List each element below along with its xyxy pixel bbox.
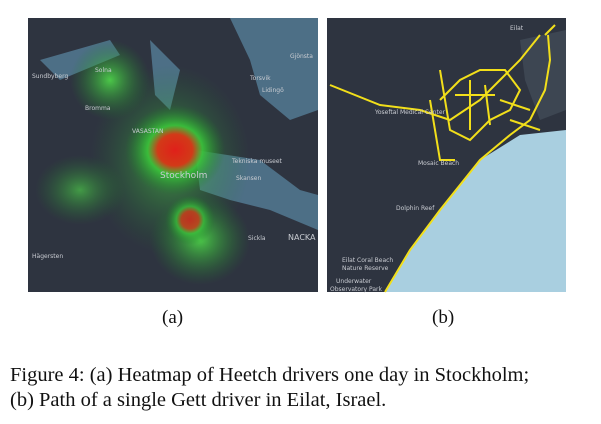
map-label: Nature Reserve <box>342 265 389 272</box>
caption-line: (b) Path of a single Gett driver in Eila… <box>10 389 387 411</box>
map-label: Yoseftal Medical Center <box>374 109 446 116</box>
map-label: Underwater <box>336 278 372 285</box>
map-label: NACKA <box>288 233 316 242</box>
map-label: Mosaic Beach <box>418 160 459 167</box>
map-label: Torsvik <box>249 75 271 82</box>
figure-maps: Sundbyberg Solna Bromma Torsvik Lidingö … <box>28 18 566 293</box>
map-label: Dolphin Reef <box>396 205 435 212</box>
map-label: Eilat <box>510 25 524 32</box>
map-label: Sickla <box>248 235 266 242</box>
map-label: Lidingö <box>262 87 284 94</box>
caption-line: Figure 4: (a) Heatmap of Heetch drivers … <box>10 364 530 386</box>
map-label: Eilat Coral Beach <box>342 257 393 264</box>
heatmap-stockholm: Sundbyberg Solna Bromma Torsvik Lidingö … <box>28 18 318 292</box>
subfigure-label: (a) <box>162 307 184 328</box>
map-label: Solna <box>95 67 112 74</box>
map-label: VASASTAN <box>132 128 163 135</box>
map-label: Bromma <box>85 105 111 112</box>
path-eilat: Eilat Yoseftal Medical Center Mosaic Bea… <box>327 18 566 293</box>
map-label: Hägersten <box>32 253 63 260</box>
map-label: Observatory Park <box>330 286 382 293</box>
map-label: Skansen <box>236 175 261 182</box>
map-label: Gjönsta <box>290 53 313 60</box>
subfigure-label: (b) <box>432 307 455 328</box>
map-label: Stockholm <box>160 171 207 181</box>
map-label: Sundbyberg <box>32 73 68 80</box>
map-label: Tekniska museet <box>231 158 283 165</box>
